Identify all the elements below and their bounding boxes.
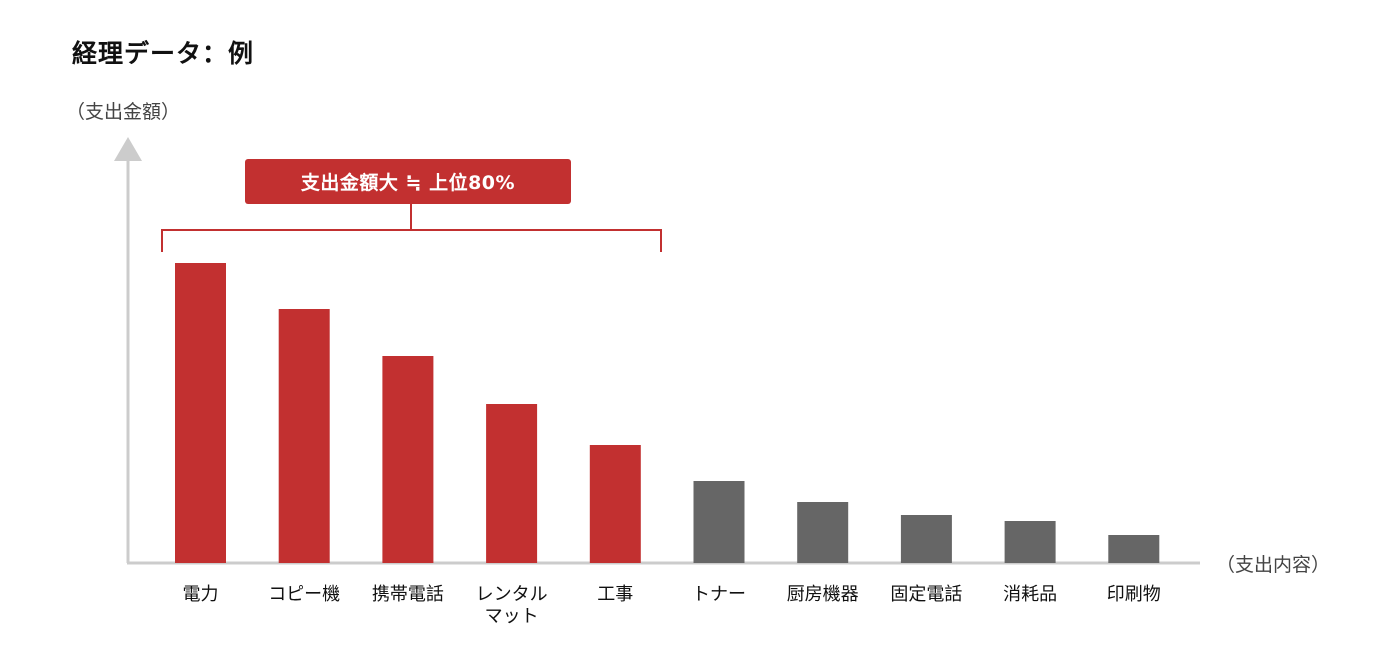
x-tick-label: 携帯電話 <box>371 584 444 605</box>
bar <box>900 515 952 563</box>
bar <box>1108 535 1160 563</box>
bar <box>175 263 226 563</box>
bars <box>175 263 1160 563</box>
bracket <box>161 204 662 252</box>
x-tick-label: 印刷物 <box>1106 584 1161 605</box>
bar <box>382 356 434 563</box>
x-tick-label: レンタル マット <box>475 584 548 627</box>
y-axis-label: （支出金額） <box>66 101 181 123</box>
x-tick-label: 固定電話 <box>890 584 963 605</box>
chart-title: 経理データ：例 <box>72 39 255 68</box>
x-tick-label: コピー機 <box>268 584 341 605</box>
bar <box>278 309 330 563</box>
x-tick-label: トナー <box>692 584 746 605</box>
bar <box>486 404 538 563</box>
bar <box>1004 521 1056 563</box>
top-80-percent-callout: 支出金額大 ≒ 上位80% <box>245 159 571 204</box>
bar <box>589 445 641 563</box>
x-axis-label: （支出内容） <box>1216 554 1331 576</box>
x-tick-label: 消耗品 <box>1003 584 1058 605</box>
x-tick-label: 工事 <box>597 584 634 605</box>
bar <box>797 502 849 563</box>
x-tick-label: 電力 <box>182 584 219 605</box>
bracket-line <box>161 229 662 252</box>
y-axis-arrow <box>114 137 142 161</box>
bar <box>693 481 745 563</box>
x-tick-label: 厨房機器 <box>786 584 859 605</box>
